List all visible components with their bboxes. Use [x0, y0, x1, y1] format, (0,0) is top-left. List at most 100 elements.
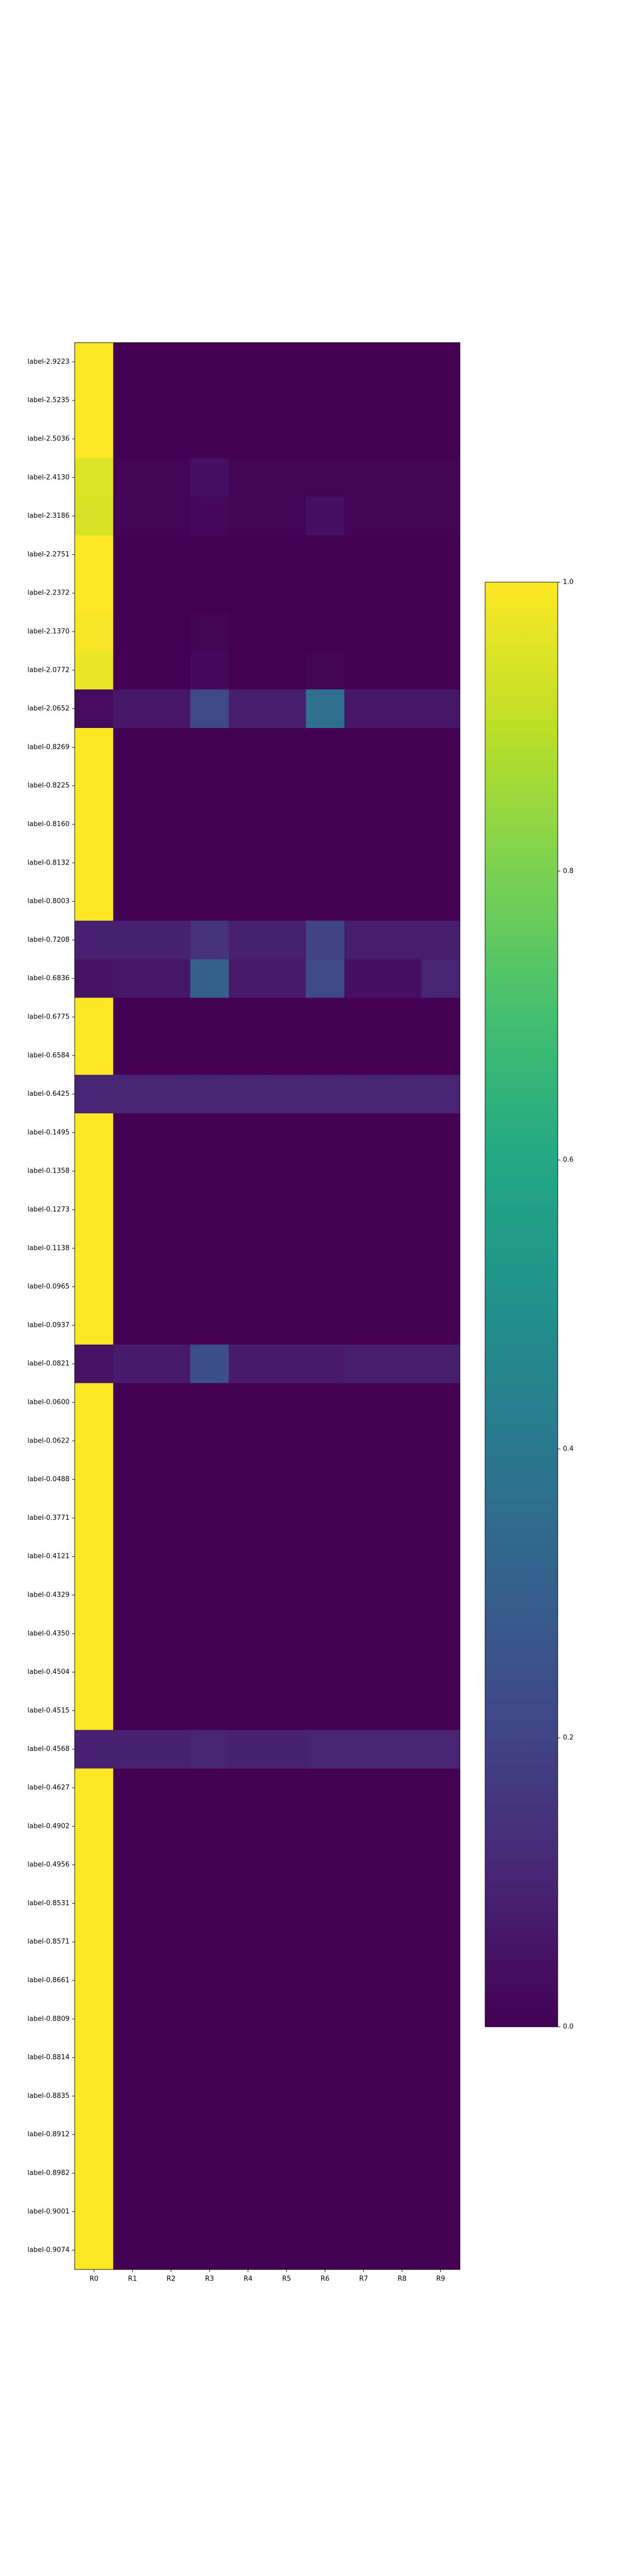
heatmap-cell: [75, 1460, 114, 1499]
heatmap-cell: [75, 2192, 114, 2231]
heatmap-cell: [305, 651, 345, 690]
heatmap-cell: [113, 2192, 152, 2231]
y-tick-label: label-0.8982: [27, 2170, 70, 2177]
heatmap-cell: [267, 843, 306, 883]
heatmap-cell: [190, 1884, 229, 1923]
heatmap-cell: [267, 1807, 306, 1846]
heatmap-cell: [113, 1537, 152, 1577]
heatmap-cell: [113, 458, 152, 497]
heatmap-cell: [305, 1421, 345, 1461]
heatmap-cell: [421, 573, 460, 613]
heatmap-cell: [267, 381, 306, 420]
y-tick-label: label-0.1138: [27, 1244, 70, 1252]
heatmap-cell: [151, 997, 191, 1037]
heatmap-cell: [421, 689, 460, 728]
heatmap-cell: [151, 882, 191, 921]
heatmap-cell: [383, 1344, 422, 1384]
heatmap-cell: [190, 2192, 229, 2231]
heatmap-cell: [229, 843, 268, 883]
heatmap-cell: [421, 1421, 460, 1461]
heatmap-cell: [267, 419, 306, 459]
heatmap-cell: [267, 1961, 306, 2000]
heatmap-cell: [190, 612, 229, 651]
heatmap-cell: [421, 1229, 460, 1268]
heatmap-cell: [267, 343, 306, 382]
heatmap-cell: [344, 1075, 383, 1114]
heatmap-cell: [113, 343, 152, 382]
heatmap-cell: [305, 959, 345, 998]
heatmap-cell: [229, 1113, 268, 1153]
heatmap-cell: [383, 1999, 422, 2039]
heatmap-cell: [190, 728, 229, 767]
heatmap-cells: [75, 343, 460, 2270]
heatmap-cell: [229, 343, 268, 382]
heatmap-cell: [229, 497, 268, 536]
heatmap-cell: [305, 1460, 345, 1499]
heatmap-cell: [151, 381, 191, 420]
heatmap-cell: [190, 805, 229, 844]
heatmap-cell: [305, 766, 345, 806]
heatmap-cell: [113, 2231, 152, 2270]
heatmap-cell: [421, 2231, 460, 2270]
heatmap-cell: [305, 997, 345, 1037]
heatmap-cell: [113, 1768, 152, 1807]
heatmap-cell: [113, 921, 152, 960]
heatmap-cell: [229, 1075, 268, 1114]
heatmap-cell: [267, 2038, 306, 2077]
heatmap-cell: [113, 766, 152, 806]
heatmap-cell: [305, 1845, 345, 1885]
heatmap-cell: [421, 1807, 460, 1846]
heatmap-cell: [305, 1614, 345, 1653]
heatmap-cell: [421, 497, 460, 536]
heatmap-cell: [383, 1691, 422, 1731]
heatmap-cell: [151, 458, 191, 497]
heatmap-cell: [305, 612, 345, 651]
heatmap-cell: [190, 1499, 229, 1538]
heatmap-cell: [383, 689, 422, 728]
heatmap-cell: [229, 1344, 268, 1384]
heatmap-cell: [344, 1344, 383, 1384]
heatmap-cell: [190, 1999, 229, 2039]
heatmap-cell: [267, 728, 306, 767]
heatmap-cell: [305, 1575, 345, 1615]
y-tick-label: label-0.8225: [27, 782, 70, 790]
heatmap-cell: [229, 1575, 268, 1615]
heatmap-cell: [75, 1768, 114, 1807]
heatmap-cell: [229, 1884, 268, 1923]
heatmap-cell: [344, 843, 383, 883]
heatmap-cell: [267, 1229, 306, 1268]
heatmap-cell: [75, 2154, 114, 2193]
heatmap-cell: [305, 1768, 345, 1807]
heatmap-cell: [383, 651, 422, 690]
heatmap-cell: [113, 1190, 152, 1229]
heatmap-cell: [267, 1036, 306, 1075]
heatmap-cell: [190, 1537, 229, 1577]
heatmap-cell: [190, 497, 229, 536]
heatmap-cell: [151, 2192, 191, 2231]
heatmap-cell: [305, 2154, 345, 2193]
heatmap-cell: [229, 1306, 268, 1345]
heatmap-cell: [151, 1807, 191, 1846]
heatmap-cell: [344, 1113, 383, 1153]
heatmap-cell: [75, 1922, 114, 1962]
heatmap-cell: [229, 1267, 268, 1307]
heatmap-cell: [344, 2038, 383, 2077]
heatmap-cell: [151, 1344, 191, 1384]
heatmap-cell: [113, 612, 152, 651]
heatmap-cell: [75, 1383, 114, 1422]
y-tick-label: label-2.2751: [27, 551, 70, 558]
heatmap-cell: [229, 1961, 268, 2000]
heatmap-cell: [190, 1036, 229, 1075]
heatmap-cell: [113, 1691, 152, 1731]
heatmap-cell: [113, 843, 152, 883]
heatmap-cell: [383, 2115, 422, 2155]
heatmap-cell: [229, 1768, 268, 1807]
heatmap-cell: [421, 2077, 460, 2116]
heatmap-cell: [113, 1922, 152, 1962]
heatmap-cell: [383, 1653, 422, 1692]
heatmap-cell: [267, 997, 306, 1037]
heatmap-cell: [344, 1922, 383, 1962]
heatmap-cell: [151, 1306, 191, 1345]
heatmap-cell: [267, 1768, 306, 1807]
heatmap-cell: [305, 1383, 345, 1422]
